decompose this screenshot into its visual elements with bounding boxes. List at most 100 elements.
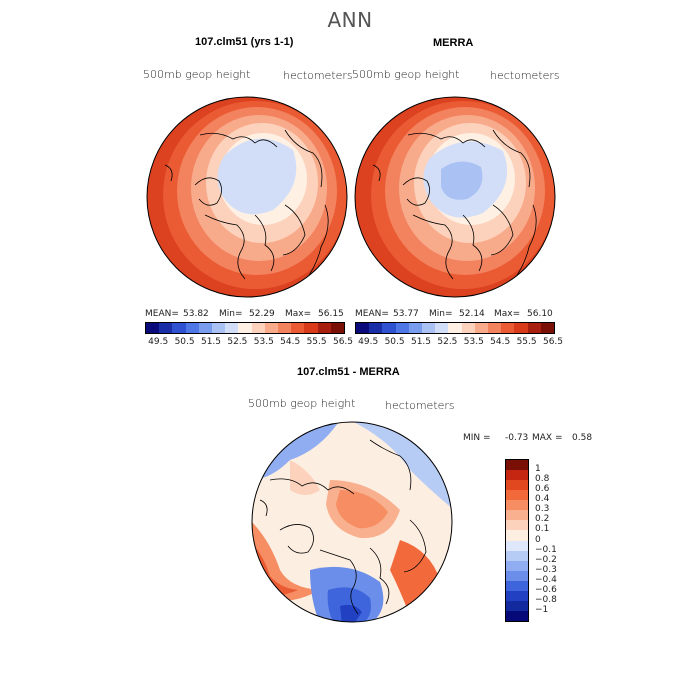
- right-field-label: 500mb geop height: [352, 68, 460, 81]
- left-min-value: 52.29: [249, 309, 275, 319]
- colorbar-tick-label: −0.1: [535, 544, 557, 555]
- colorbar-swatch: [506, 580, 528, 591]
- colorbar-swatch: [506, 480, 528, 491]
- colorbar-tick-label: −0.6: [535, 584, 557, 595]
- colorbar-tick-label: 51.5: [410, 337, 432, 347]
- colorbar-tick-label: 56.5: [542, 337, 564, 347]
- right-colorbar: [355, 322, 555, 334]
- left-max-label: Max=: [285, 309, 312, 319]
- colorbar-swatch: [506, 540, 528, 551]
- left-mean-value: 53.82: [183, 309, 209, 319]
- colorbar-swatch: [408, 323, 423, 333]
- colorbar-swatch: [238, 323, 252, 333]
- colorbar-swatch: [540, 323, 555, 333]
- colorbar-tick-label: 51.5: [200, 337, 222, 347]
- colorbar-tick-label: −1: [535, 604, 549, 615]
- colorbar-swatch: [172, 323, 186, 333]
- diff-min-label: MIN =: [463, 433, 491, 443]
- colorbar-swatch: [506, 530, 528, 541]
- colorbar-tick-label: 1: [535, 464, 541, 475]
- right-max-label: Max=: [494, 309, 521, 319]
- colorbar-swatch: [264, 323, 279, 333]
- colorbar-tick-label: 0.4: [535, 494, 550, 505]
- colorbar-tick-label: 0.8: [535, 474, 550, 485]
- left-colorbar: [145, 322, 345, 334]
- diff-colorbar-ticks: 1 0.8 0.6 0.4 0.3 0.2 0.1 0 −0.1 −0.2 −0.3 −0.4 −0.6…: [535, 459, 575, 620]
- colorbar-swatch: [506, 490, 528, 501]
- colorbar-swatch: [212, 323, 226, 333]
- colorbar-swatch: [422, 323, 436, 333]
- colorbar-swatch: [461, 323, 475, 333]
- colorbar-tick-label: 55.5: [306, 337, 327, 347]
- diff-colorbar: [505, 459, 529, 622]
- right-polar-map: [354, 96, 556, 298]
- colorbar-swatch: [506, 570, 528, 581]
- left-max-value: 56.15: [318, 309, 344, 319]
- right-min-value: 52.14: [459, 309, 485, 319]
- colorbar-tick-label: 0.2: [535, 514, 550, 525]
- diff-min-value: -0.73: [505, 433, 529, 443]
- left-colorbar-ticks: 49.5 50.5 51.5 52.5 53.5 54.5 55.5 56.5: [145, 337, 353, 349]
- colorbar-swatch: [278, 323, 292, 333]
- colorbar-swatch: [506, 510, 528, 521]
- right-units-label: hectometers: [490, 69, 560, 82]
- colorbar-swatch: [448, 323, 462, 333]
- colorbar-swatch: [506, 610, 528, 621]
- colorbar-swatch: [435, 323, 449, 333]
- colorbar-tick-label: 54.5: [490, 337, 511, 347]
- right-mean-value: 53.77: [393, 309, 419, 319]
- colorbar-swatch: [382, 323, 396, 333]
- colorbar-tick-label: 52.5: [437, 337, 458, 347]
- colorbar-swatch: [527, 323, 541, 333]
- colorbar-swatch: [304, 323, 318, 333]
- colorbar-tick-label: 0.6: [535, 484, 550, 495]
- colorbar-tick-label: −0.8: [535, 594, 557, 605]
- right-panel-title: MERRA: [433, 37, 474, 49]
- colorbar-tick-label: 0.1: [535, 524, 550, 535]
- colorbar-swatch: [501, 323, 515, 333]
- colorbar-tick-label: 50.5: [174, 337, 195, 347]
- colorbar-swatch: [506, 460, 528, 471]
- diff-units-label: hectometers: [385, 399, 455, 412]
- left-panel-title: 107.clm51 (yrs 1-1): [195, 36, 294, 48]
- colorbar-tick-label: 49.5: [358, 337, 379, 347]
- colorbar-tick-label: 55.5: [516, 337, 537, 347]
- colorbar-tick-label: 0: [535, 534, 541, 545]
- colorbar-tick-label: 0.3: [535, 504, 550, 515]
- diff-polar-map: [251, 421, 453, 623]
- colorbar-swatch: [159, 323, 173, 333]
- colorbar-tick-label: 49.5: [148, 337, 169, 347]
- colorbar-tick-label: −0.2: [535, 554, 557, 565]
- colorbar-swatch: [474, 323, 489, 333]
- colorbar-swatch: [291, 323, 305, 333]
- right-mean-label: MEAN=: [355, 309, 389, 319]
- colorbar-swatch: [506, 560, 528, 571]
- colorbar-tick-label: −0.3: [535, 564, 557, 575]
- colorbar-tick-label: 54.5: [280, 337, 301, 347]
- figure-title: ANN: [327, 8, 373, 32]
- colorbar-swatch: [369, 323, 383, 333]
- colorbar-swatch: [225, 323, 239, 333]
- right-min-label: Min=: [429, 309, 453, 319]
- colorbar-swatch: [146, 323, 160, 333]
- colorbar-swatch: [198, 323, 213, 333]
- colorbar-swatch: [317, 323, 331, 333]
- colorbar-swatch: [251, 323, 265, 333]
- colorbar-tick-label: 53.5: [463, 337, 484, 347]
- colorbar-swatch: [185, 323, 199, 333]
- colorbar-tick-label: 52.5: [227, 337, 248, 347]
- colorbar-tick-label: 56.5: [332, 337, 354, 347]
- colorbar-swatch: [488, 323, 502, 333]
- right-colorbar-ticks: 49.5 50.5 51.5 52.5 53.5 54.5 55.5 56.5: [355, 337, 563, 349]
- left-min-label: Min=: [219, 309, 243, 319]
- left-field-label: 500mb geop height: [143, 68, 251, 81]
- colorbar-swatch: [356, 323, 370, 333]
- colorbar-swatch: [506, 470, 528, 481]
- colorbar-swatch: [514, 323, 528, 333]
- colorbar-tick-label: 53.5: [253, 337, 274, 347]
- colorbar-swatch: [506, 590, 528, 601]
- diff-max-value: 0.58: [572, 433, 593, 443]
- right-max-value: 56.10: [527, 309, 553, 319]
- left-units-label: hectometers: [283, 69, 353, 82]
